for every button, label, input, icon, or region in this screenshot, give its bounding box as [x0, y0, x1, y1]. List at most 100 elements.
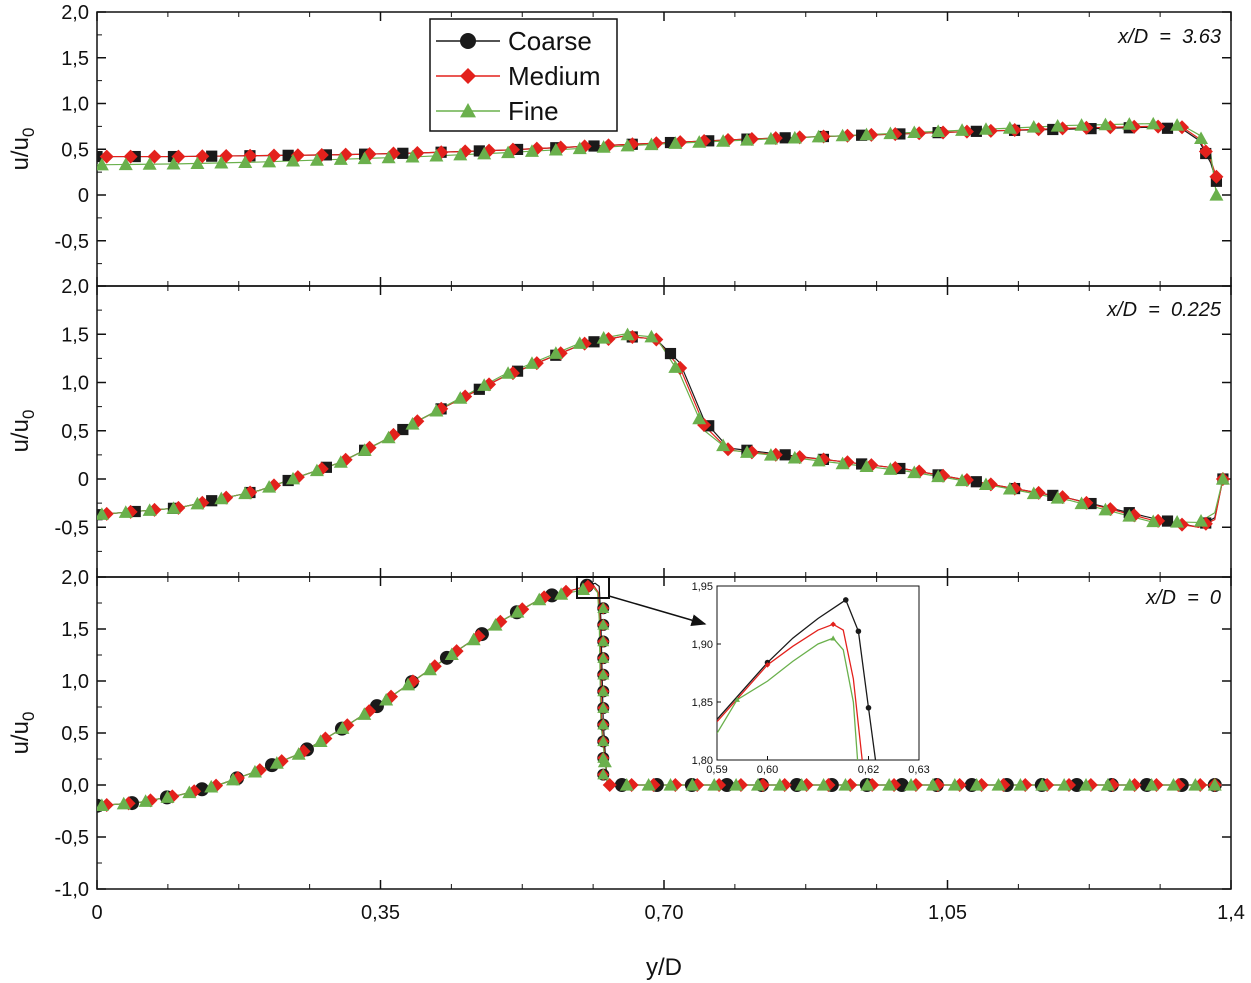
- marker-fine: [1170, 514, 1185, 528]
- y-tick-label: 2,0: [61, 276, 89, 298]
- marker-coarse: [1161, 122, 1174, 134]
- marker-fine: [262, 480, 277, 493]
- inset-marker-coarse: [842, 597, 849, 603]
- marker-fine: [816, 778, 831, 791]
- marker-fine: [405, 149, 420, 163]
- marker-fine: [477, 378, 492, 391]
- marker-fine: [947, 778, 962, 791]
- panel-frame-x363: [96, 11, 1232, 287]
- legend-marker-medium: [460, 68, 476, 84]
- marker-fine: [286, 153, 301, 167]
- marker-fine: [572, 336, 587, 349]
- marker-fine: [405, 417, 420, 430]
- marker-fine: [1122, 117, 1137, 130]
- marker-fine: [597, 602, 610, 613]
- marker-fine: [811, 129, 826, 143]
- tick-marks: [96, 11, 1232, 890]
- inset-x-tick-label: 0,59: [706, 764, 727, 776]
- marker-coarse: [664, 347, 677, 360]
- marker-fine: [238, 155, 253, 168]
- marker-fine: [333, 152, 348, 165]
- marker-fine: [1057, 778, 1072, 791]
- marker-fine: [597, 635, 610, 647]
- marker-fine: [772, 778, 787, 791]
- marker-fine: [644, 329, 659, 343]
- marker-fine: [576, 582, 590, 596]
- marker-fine: [190, 156, 205, 170]
- marker-fine: [118, 505, 133, 518]
- y-tick-label: 0,5: [61, 421, 89, 443]
- y-axis-title-subscript: 0: [19, 712, 38, 721]
- zoom-arrow: [608, 595, 707, 626]
- marker-fine: [1166, 778, 1181, 791]
- marker-fine: [692, 411, 707, 425]
- marker-fine: [668, 360, 683, 373]
- svg-text:u/u0: u/u0: [7, 128, 38, 171]
- inset-frame: [716, 585, 920, 761]
- marker-coarse: [779, 449, 791, 461]
- marker-fine: [1013, 778, 1028, 791]
- marker-fine: [1050, 118, 1065, 132]
- panel-series-x0225: [97, 327, 1230, 532]
- marker-fine: [794, 778, 809, 791]
- marker-fine: [838, 778, 853, 791]
- marker-fine: [907, 125, 922, 139]
- marker-medium: [99, 149, 114, 164]
- y-tick-label: 1,5: [61, 324, 89, 346]
- marker-fine: [1122, 778, 1137, 791]
- marker-fine: [668, 136, 683, 149]
- marker-fine: [1074, 118, 1089, 131]
- marker-fine: [685, 778, 700, 791]
- y-tick-label: -0,5: [55, 827, 89, 849]
- marker-fine: [166, 501, 181, 514]
- marker-fine: [597, 735, 610, 747]
- marker-fine: [488, 618, 503, 631]
- x-axis-title: y/D: [646, 954, 682, 981]
- marker-fine: [729, 778, 744, 791]
- marker-fine: [883, 126, 898, 140]
- marker-fine: [286, 471, 301, 485]
- marker-fine: [142, 503, 157, 516]
- marker-fine: [931, 469, 946, 483]
- marker-fine: [619, 778, 634, 791]
- inset-line-coarse: [717, 598, 877, 760]
- panel-annotation-x0: x/D = 0: [1145, 587, 1221, 609]
- y-tick-label: 2,0: [61, 2, 89, 24]
- marker-fine: [1207, 778, 1222, 791]
- marker-fine: [882, 778, 897, 791]
- inset-line-fine: [717, 637, 859, 760]
- marker-fine: [357, 443, 372, 456]
- marker-fine: [1146, 514, 1161, 528]
- marker-fine: [1026, 486, 1041, 500]
- y-axis-title-subscript: 0: [19, 128, 38, 137]
- marker-coarse: [970, 476, 982, 488]
- marker-fine: [422, 662, 437, 676]
- x-tick-label: 1,4: [1217, 902, 1245, 924]
- marker-fine: [991, 778, 1006, 791]
- legend-label-fine: Fine: [508, 96, 559, 126]
- series-line-fine: [97, 586, 1215, 807]
- inset-line-medium: [717, 623, 863, 760]
- marker-fine: [247, 764, 262, 778]
- marker-fine: [859, 127, 874, 141]
- marker-fine: [596, 140, 611, 153]
- inset-marker-fine: [734, 696, 740, 702]
- legend: Coarse Medium Fine: [429, 18, 618, 132]
- marker-fine: [166, 156, 181, 170]
- marker-fine: [524, 144, 539, 157]
- marker-fine: [1098, 502, 1113, 516]
- zoom-region-box: [576, 576, 610, 599]
- marker-fine: [116, 796, 131, 810]
- marker-medium: [123, 149, 138, 164]
- marker-fine: [309, 153, 324, 166]
- marker-fine: [453, 391, 468, 404]
- marker-fine: [860, 778, 875, 791]
- marker-fine: [214, 155, 229, 169]
- marker-fine: [859, 459, 874, 473]
- marker-fine: [644, 137, 659, 151]
- y-axis-title-x0225: u/u0: [7, 410, 38, 453]
- marker-fine: [597, 685, 610, 697]
- y-tick-label: 2,0: [61, 567, 89, 589]
- marker-fine: [142, 157, 157, 170]
- marker-fine: [620, 138, 635, 152]
